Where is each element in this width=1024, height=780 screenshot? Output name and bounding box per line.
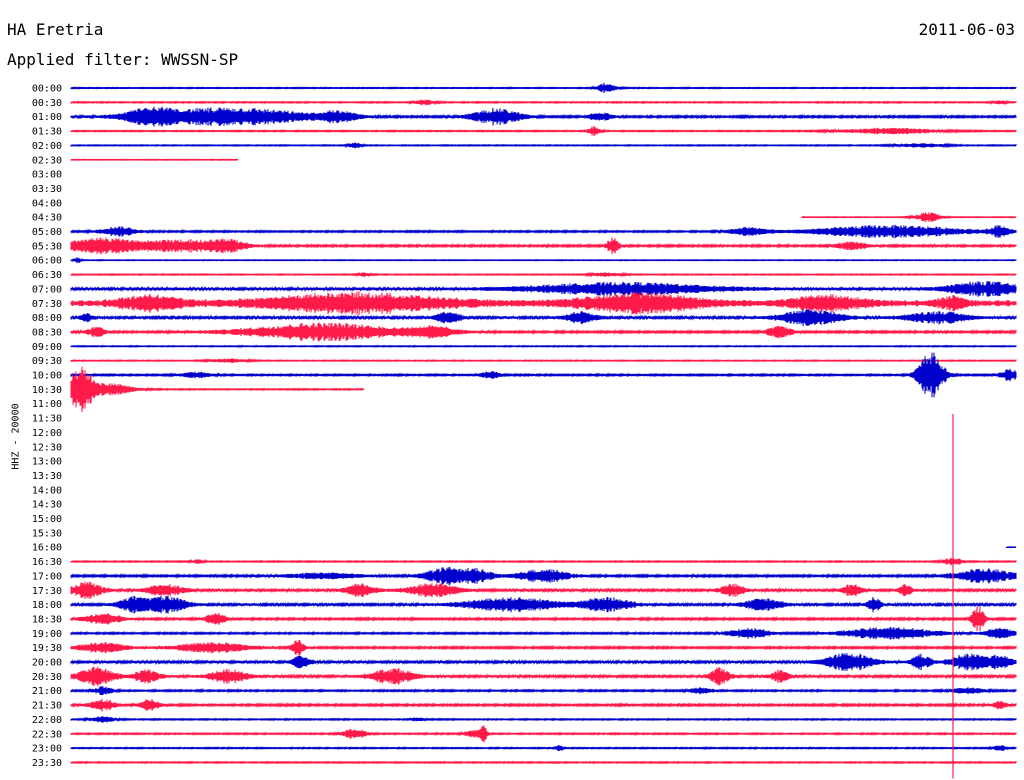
row-time-label: 04:00 bbox=[32, 198, 62, 209]
row-time-label: 22:00 bbox=[32, 715, 62, 726]
row-time-label: 14:00 bbox=[32, 485, 62, 496]
row-time-label: 21:30 bbox=[32, 701, 62, 712]
row-time-label: 10:00 bbox=[32, 371, 62, 382]
row-time-label: 14:30 bbox=[32, 500, 62, 511]
row-time-label: 00:00 bbox=[32, 84, 62, 95]
row-time-label: 15:30 bbox=[32, 528, 62, 539]
filter-label: Applied filter: WWSSN-SP bbox=[7, 50, 239, 69]
row-time-label: 16:30 bbox=[32, 557, 62, 568]
date-label: 2011-06-03 bbox=[918, 20, 1015, 39]
row-time-label: 13:00 bbox=[32, 457, 62, 468]
row-time-label: 23:00 bbox=[32, 744, 62, 755]
row-time-label: 22:30 bbox=[32, 729, 62, 740]
row-time-label: 02:00 bbox=[32, 141, 62, 152]
row-time-label: 03:00 bbox=[32, 170, 62, 181]
row-time-label: 17:00 bbox=[32, 571, 62, 582]
row-time-label: 09:30 bbox=[32, 356, 62, 367]
row-time-label: 17:30 bbox=[32, 586, 62, 597]
row-time-label: 01:00 bbox=[32, 112, 62, 123]
row-time-label: 06:00 bbox=[32, 256, 62, 267]
row-time-label: 00:30 bbox=[32, 98, 62, 109]
row-time-label: 19:30 bbox=[32, 643, 62, 654]
row-time-label: 08:30 bbox=[32, 327, 62, 338]
row-time-label: 04:30 bbox=[32, 213, 62, 224]
row-time-label: 13:30 bbox=[32, 471, 62, 482]
row-time-label: 20:30 bbox=[32, 672, 62, 683]
row-time-label: 10:30 bbox=[32, 385, 62, 396]
row-time-label: 20:00 bbox=[32, 658, 62, 669]
row-time-label: 05:00 bbox=[32, 227, 62, 238]
row-time-label: 07:30 bbox=[32, 299, 62, 310]
seismic-trace bbox=[70, 291, 1017, 316]
row-time-label: 05:30 bbox=[32, 241, 62, 252]
row-time-label: 02:30 bbox=[32, 155, 62, 166]
row-time-label: 06:30 bbox=[32, 270, 62, 281]
row-time-label: 08:00 bbox=[32, 313, 62, 324]
row-time-label: 23:30 bbox=[32, 758, 62, 769]
row-time-label: 09:00 bbox=[32, 342, 62, 353]
row-time-label: 11:00 bbox=[32, 399, 62, 410]
row-time-label: 07:00 bbox=[32, 284, 62, 295]
row-time-label: 11:30 bbox=[32, 414, 62, 425]
row-time-label: 12:00 bbox=[32, 428, 62, 439]
row-time-label: 21:00 bbox=[32, 686, 62, 697]
row-time-label: 16:00 bbox=[32, 543, 62, 554]
row-time-label: 01:30 bbox=[32, 127, 62, 138]
row-time-label: 03:30 bbox=[32, 184, 62, 195]
row-time-label: 18:30 bbox=[32, 614, 62, 625]
row-time-label: 12:30 bbox=[32, 442, 62, 453]
row-time-label: 15:00 bbox=[32, 514, 62, 525]
row-time-label: 19:00 bbox=[32, 629, 62, 640]
row-time-label: 18:00 bbox=[32, 600, 62, 611]
station-title: HA Eretria bbox=[7, 20, 104, 39]
